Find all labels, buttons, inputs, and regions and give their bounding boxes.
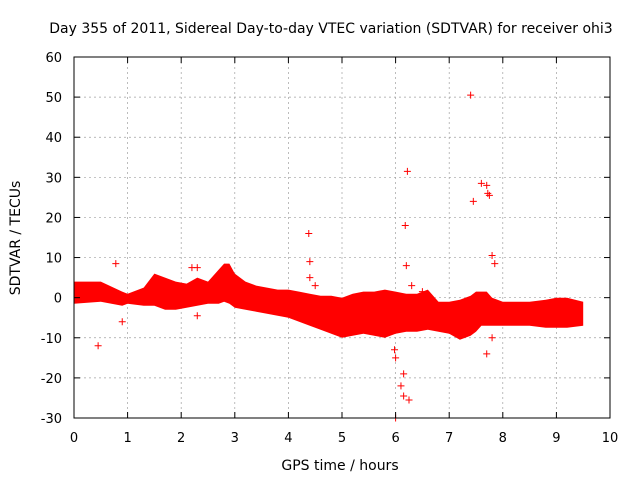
data-point [193,264,201,272]
data-point [483,181,491,189]
data-point [193,312,201,320]
y-tick-label: 0 [54,292,62,307]
data-point [118,318,126,326]
tick-marks [73,56,611,419]
x-tick-label: 5 [338,431,346,446]
data-point [408,282,416,290]
sdtvar-band [74,263,584,340]
x-tick-label: 6 [391,431,399,446]
y-tick-label: -10 [41,332,62,347]
x-axis-label: GPS time / hours [281,458,398,474]
y-tick-label: 30 [45,171,62,186]
x-tick-label: 10 [602,431,619,446]
outlier-points [94,91,499,422]
y-tick-label: -30 [41,412,62,427]
data-band [74,263,584,340]
data-point [94,342,102,350]
data-point [401,221,409,229]
data-point [392,354,400,362]
data-point [305,229,313,237]
y-tick-label: 50 [45,91,62,106]
data-point [477,179,485,187]
data-point [391,346,399,354]
x-tick-label: 8 [499,431,507,446]
y-axis-label: SDTVAR / TECUs [8,181,24,296]
x-tick-label: 4 [284,431,292,446]
x-tick-label: 0 [70,431,78,446]
chart-title: Day 355 of 2011, Sidereal Day-to-day VTE… [49,21,612,37]
x-tick-label: 3 [231,431,239,446]
x-tick-label: 1 [123,431,131,446]
x-tick-label: 9 [552,431,560,446]
y-tick-label: -20 [41,372,62,387]
data-point [400,392,408,400]
y-tick-label: 40 [45,131,62,146]
data-point [485,191,493,199]
data-point [112,260,120,268]
data-point [491,260,499,268]
x-tick-label: 7 [445,431,453,446]
data-point [483,350,491,358]
data-point [397,382,405,390]
data-point [402,262,410,270]
x-tick-label: 2 [177,431,185,446]
data-point [488,334,496,342]
data-point [488,252,496,260]
data-point [306,274,314,282]
data-point [418,288,426,296]
data-point [469,197,477,205]
y-tick-label: 10 [45,252,62,267]
x-tick-labels: 0 1 2 3 4 5 6 7 8 9 10 [70,431,618,446]
y-tick-label: 60 [45,51,62,66]
data-point [311,282,319,290]
data-point [405,396,413,404]
data-point [403,167,411,175]
data-point [467,91,475,99]
data-point [306,258,314,266]
y-tick-label: 20 [45,211,62,226]
y-tick-labels: -30 -20 -10 0 10 20 30 40 50 60 [41,51,62,427]
data-point [400,370,408,378]
grid [74,57,610,418]
